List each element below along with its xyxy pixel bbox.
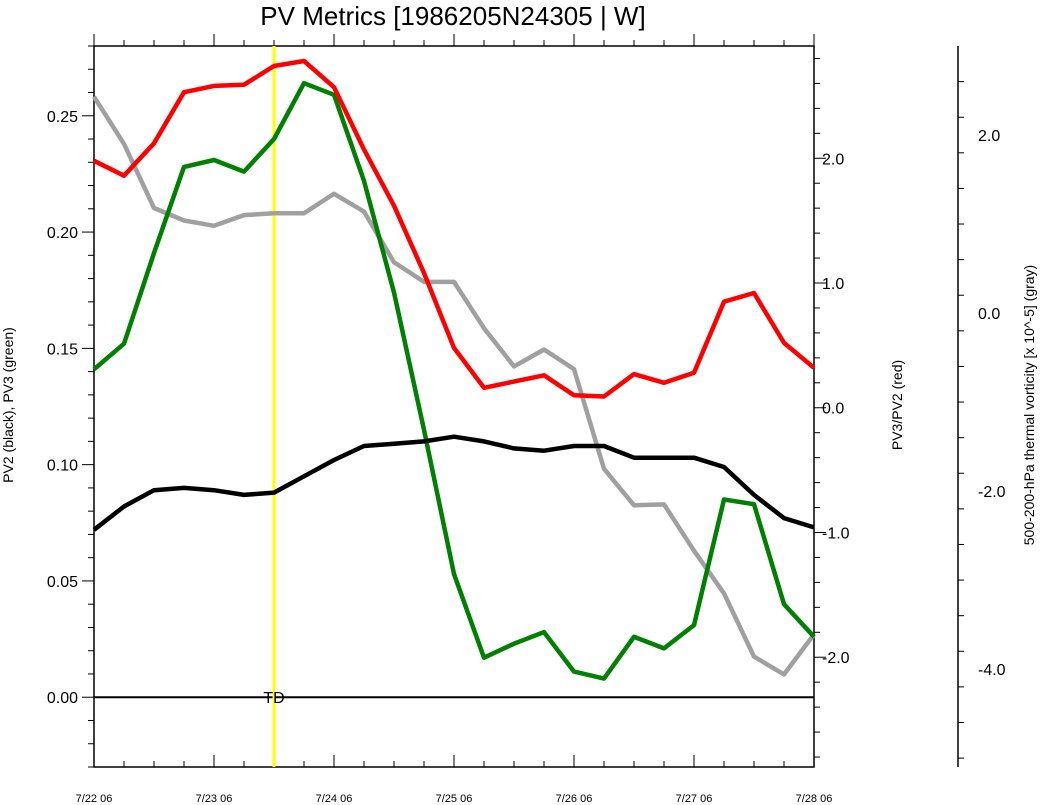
plot-layer: 7/22 06 7/23 06 7/24 06 7/25 06 7/26 06 7/27 … (47, 34, 1006, 805)
x-tick-label: 7/26 06 (556, 793, 593, 805)
right-tick-label: 1.0 (822, 276, 844, 293)
marker-label: TD (263, 690, 284, 707)
far-right-tick-label: -2.0 (978, 484, 1006, 501)
right-tick-label: 2.0 (822, 151, 844, 168)
left-tick-label: 0.20 (47, 225, 78, 242)
left-tick-label: 0.25 (47, 109, 78, 126)
left-tick-label: 0.00 (47, 690, 78, 707)
x-tick-label: 7/22 06 (76, 793, 113, 805)
series-line-pv3-pv2 (92, 58, 816, 399)
series-line-thermal-vorticity (92, 95, 816, 677)
right-tick-label: 0.0 (822, 401, 844, 418)
far-right-tick-label: 0.0 (978, 306, 1000, 323)
left-tick-label: 0.05 (47, 574, 78, 591)
x-tick-label: 7/27 06 (676, 793, 713, 805)
x-tick-label: 7/23 06 (196, 793, 233, 805)
series-line-pv2 (92, 434, 815, 532)
right-tick-label: -2.0 (822, 650, 850, 667)
series-line-pv3 (92, 80, 816, 681)
left-tick-label: 0.10 (47, 458, 78, 475)
x-tick-label: 7/24 06 (316, 793, 353, 805)
far-right-tick-label: 2.0 (978, 128, 1000, 145)
far-right-tick-label: -4.0 (978, 662, 1006, 679)
right-tick-label: -1.0 (822, 525, 850, 542)
far-right-axis-label: 500-200-hPa thermal vorticity [x 10^-5] … (1021, 265, 1037, 545)
right-axis-label: PV3/PV2 (red) (889, 360, 905, 450)
left-axis-label: PV2 (black), PV3 (green) (0, 327, 16, 483)
left-tick-label: 0.15 (47, 341, 78, 358)
x-tick-label: 7/25 06 (436, 793, 473, 805)
chart-title: PV Metrics [1986205N24305 | W] (260, 1, 645, 31)
x-tick-label: 7/28 06 (796, 793, 833, 805)
plot-frame (93, 45, 815, 768)
